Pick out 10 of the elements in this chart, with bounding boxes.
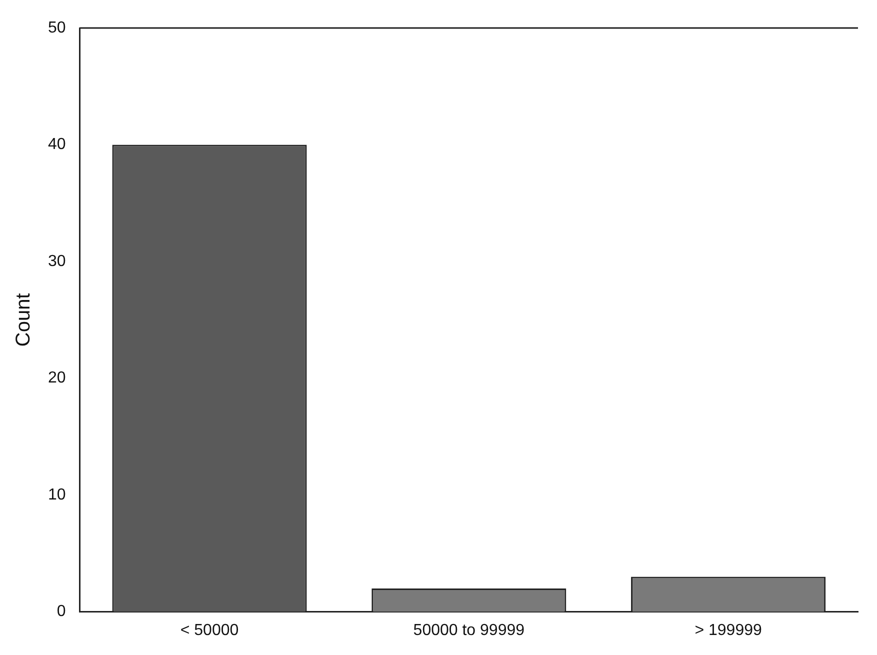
y-axis-title: Count xyxy=(12,292,35,347)
y-tick-label: 50 xyxy=(48,19,66,36)
y-tick-label: 30 xyxy=(48,252,66,270)
x-tick-label: > 199999 xyxy=(694,622,762,639)
y-tick-label: 40 xyxy=(48,136,66,154)
y-tick-label: 0 xyxy=(56,603,66,620)
y-tick-label: 20 xyxy=(48,370,66,387)
x-tick-label: 50000 to 99999 xyxy=(413,622,525,639)
x-tick-label: < 50000 xyxy=(180,622,239,639)
y-tick-label: 10 xyxy=(48,486,66,504)
